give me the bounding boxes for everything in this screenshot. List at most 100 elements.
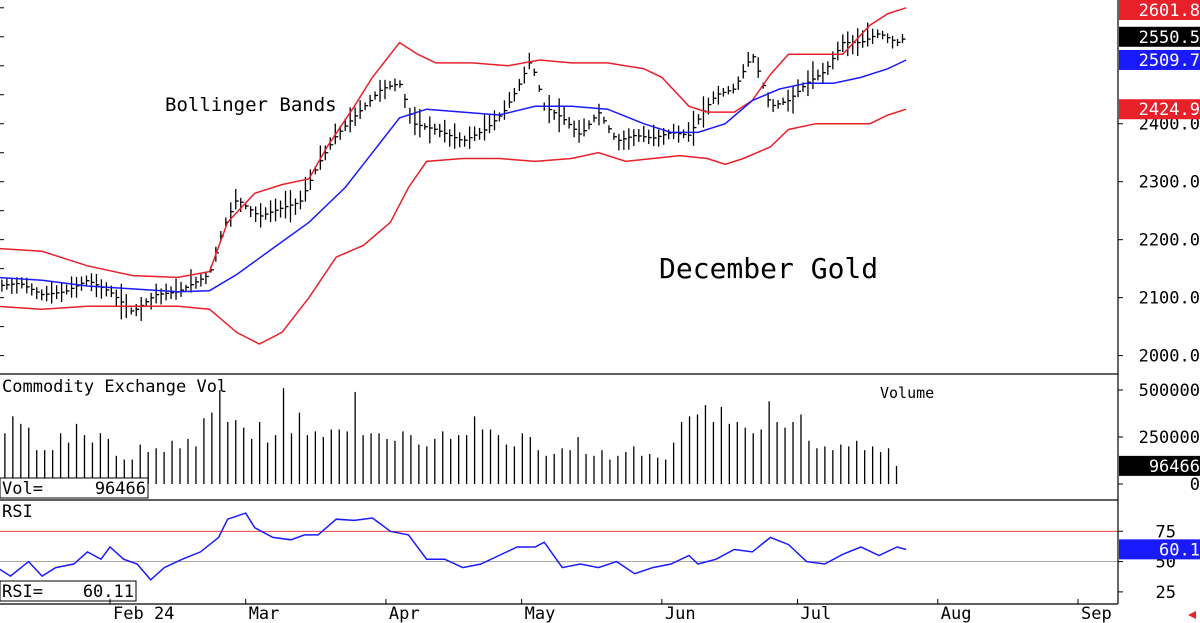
price-bar (628, 128, 632, 150)
price-bar (498, 112, 503, 122)
price-bar (727, 86, 732, 95)
price-bar (752, 53, 757, 64)
price-bar (70, 276, 75, 298)
price-bar (643, 125, 647, 143)
rsi-readout-box (0, 580, 137, 602)
price-bar (563, 106, 568, 125)
price-bar (648, 129, 652, 145)
price-bar (190, 269, 194, 293)
price-bar (901, 33, 906, 44)
price-bar (379, 79, 384, 102)
price-bar (842, 34, 846, 53)
price-bar (274, 198, 279, 222)
price-bar (473, 126, 478, 142)
price-bar (493, 110, 498, 131)
price-bar (598, 103, 602, 126)
price-bar (80, 276, 85, 291)
rsi-readout-value: 60.11 (83, 582, 134, 602)
price-bar (304, 176, 309, 202)
price-bar (767, 92, 772, 108)
price-bar (359, 100, 364, 120)
price-bar (717, 85, 722, 105)
price-bar (439, 123, 443, 138)
price-bar (354, 107, 359, 126)
volume-readout-value: 96466 (95, 479, 146, 499)
price-bar (483, 114, 488, 141)
price-bar (583, 118, 588, 137)
price-panel: 2000.0 2100.0 2200.0 2300.0 2400.0 2601.8 2550… (0, 0, 1200, 375)
price-bar (538, 85, 543, 92)
price-bar (653, 124, 657, 147)
price-bar (50, 280, 55, 304)
price-bar (41, 289, 45, 301)
price-bar (782, 97, 787, 105)
price-bar (712, 91, 717, 105)
price-bar (732, 83, 737, 94)
month-label: Feb 24 (113, 604, 174, 623)
price-bar (827, 61, 831, 76)
volume-tick-label: 0 (1190, 475, 1200, 495)
price-bar (454, 123, 458, 149)
price-bar (896, 38, 901, 47)
price-bar (255, 206, 259, 223)
volume-badge (1119, 455, 1200, 476)
price-bar (837, 41, 841, 61)
price-tick-label: 2300.0 (1139, 173, 1200, 193)
price-bar (817, 69, 821, 81)
rsi-tick-label: 25 (1156, 583, 1176, 603)
price-bar (722, 87, 727, 97)
price-bar (205, 271, 209, 285)
price-badge-label: 2550.5 (1139, 28, 1200, 48)
price-bar (757, 57, 762, 78)
price-bar (891, 35, 896, 49)
month-label: Aug (941, 604, 972, 623)
price-bar (513, 87, 518, 102)
price-badge (1119, 49, 1200, 70)
price-bar (329, 137, 334, 150)
price-bar (294, 198, 299, 215)
price-bar (165, 283, 170, 301)
price-bar (324, 145, 329, 161)
volume-readout-label: Vol= (2, 479, 43, 499)
price-tick-label: 2400.0 (1139, 115, 1200, 135)
price-bar (857, 28, 861, 57)
price-bar (419, 109, 423, 138)
price-bar (90, 273, 95, 292)
price-tick-label: 2000.0 (1139, 347, 1200, 367)
price-bar (613, 132, 617, 140)
price-bar (871, 28, 876, 44)
month-label: Jul (801, 604, 832, 623)
price-bar (394, 78, 398, 92)
price-bar (852, 35, 856, 55)
price-bar (105, 282, 110, 297)
price-bar (369, 94, 374, 107)
price-bar (409, 107, 413, 124)
price-bar (175, 278, 180, 300)
rsi-readout-label: RSI= (2, 582, 43, 602)
price-bar (508, 92, 513, 108)
price-bar (36, 287, 40, 300)
price-bar (742, 64, 747, 79)
price-bar (65, 284, 70, 295)
price-bar (792, 85, 797, 114)
price-bar (881, 30, 886, 40)
price-bar (588, 120, 593, 130)
month-label: Mar (249, 604, 280, 623)
bollinger-upper-line (0, 7, 907, 279)
price-bar (259, 203, 264, 228)
rsi-panel-label: RSI (2, 502, 33, 522)
price-bar (618, 133, 622, 151)
month-label: Sep (1081, 604, 1112, 623)
price-bar (31, 283, 35, 296)
price-bar (424, 123, 428, 130)
price-bar (55, 285, 60, 300)
rsi-badge-label: 60.1 (1159, 540, 1200, 560)
price-bar (737, 76, 742, 90)
price-bar (822, 62, 826, 84)
price-bar (46, 285, 50, 302)
price-bar (170, 286, 175, 299)
price-bar (633, 129, 637, 147)
price-bar (682, 129, 687, 139)
price-bar (289, 190, 294, 223)
